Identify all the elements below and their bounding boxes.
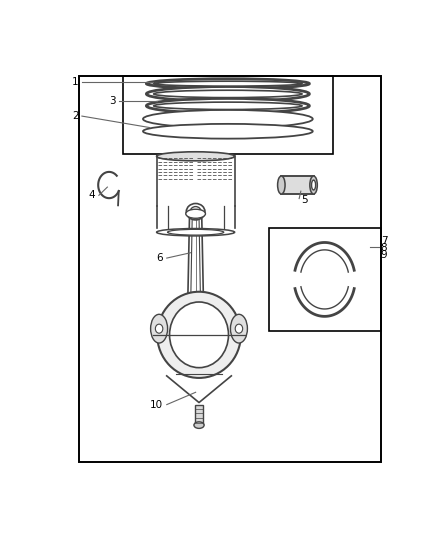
Ellipse shape bbox=[311, 180, 316, 190]
Ellipse shape bbox=[167, 229, 224, 235]
Text: 7: 7 bbox=[381, 236, 387, 246]
Ellipse shape bbox=[190, 207, 201, 217]
Ellipse shape bbox=[151, 314, 168, 343]
Ellipse shape bbox=[143, 110, 313, 128]
Text: 10: 10 bbox=[150, 400, 163, 409]
Text: 9: 9 bbox=[381, 250, 387, 260]
Text: 2: 2 bbox=[72, 111, 78, 121]
Ellipse shape bbox=[155, 324, 163, 333]
Ellipse shape bbox=[156, 152, 235, 161]
Bar bbox=[268, 228, 381, 330]
Ellipse shape bbox=[156, 229, 235, 236]
Bar bbox=[78, 76, 381, 462]
Text: 3: 3 bbox=[109, 96, 116, 106]
Ellipse shape bbox=[154, 102, 302, 109]
Ellipse shape bbox=[186, 204, 205, 220]
Bar bbox=[123, 76, 333, 154]
Text: 4: 4 bbox=[89, 190, 95, 200]
Bar bbox=[195, 405, 203, 425]
Text: 8: 8 bbox=[381, 243, 387, 253]
Ellipse shape bbox=[186, 209, 205, 219]
Ellipse shape bbox=[235, 324, 243, 333]
Ellipse shape bbox=[143, 124, 313, 139]
Ellipse shape bbox=[146, 99, 309, 113]
Ellipse shape bbox=[310, 176, 317, 194]
Ellipse shape bbox=[230, 314, 247, 343]
Ellipse shape bbox=[146, 86, 309, 101]
Ellipse shape bbox=[278, 176, 285, 194]
Ellipse shape bbox=[157, 292, 241, 378]
Text: 1: 1 bbox=[72, 77, 78, 87]
Ellipse shape bbox=[194, 422, 204, 429]
Bar bbox=[281, 176, 314, 194]
Ellipse shape bbox=[170, 302, 229, 368]
Ellipse shape bbox=[146, 79, 309, 88]
Ellipse shape bbox=[154, 90, 302, 98]
Text: 5: 5 bbox=[301, 195, 307, 205]
Ellipse shape bbox=[154, 81, 302, 86]
Text: 6: 6 bbox=[157, 253, 163, 263]
